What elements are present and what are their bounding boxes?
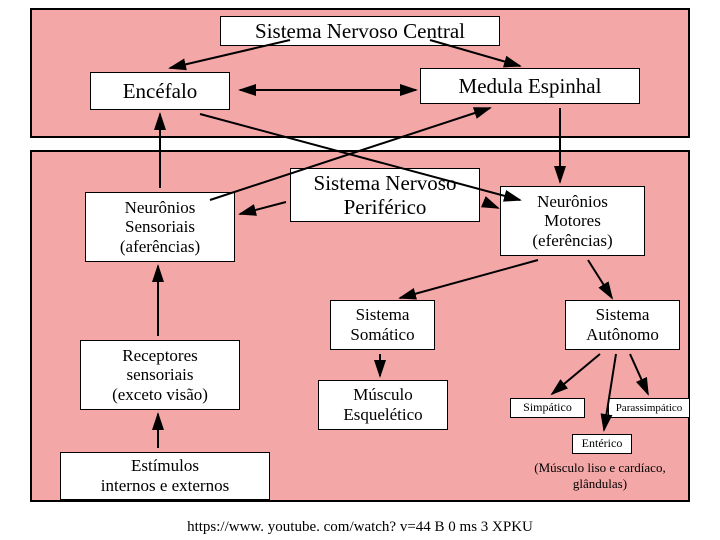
l2: Sensoriais bbox=[125, 217, 195, 237]
source-url: https://www. youtube. com/watch? v=44 B … bbox=[0, 519, 720, 536]
box-autonomo: Sistema Autônomo bbox=[565, 300, 680, 350]
l3: (aferências) bbox=[120, 237, 200, 257]
label: Encéfalo bbox=[123, 79, 198, 103]
url-text: https://www. youtube. com/watch? v=44 B … bbox=[187, 519, 533, 535]
l2: Motores bbox=[544, 211, 601, 231]
box-sensoriais: Neurônios Sensoriais (aferências) bbox=[85, 192, 235, 262]
label-l2: Periférico bbox=[344, 195, 427, 219]
box-enterico: Entérico bbox=[572, 434, 632, 454]
box-encefalo: Encéfalo bbox=[90, 72, 230, 110]
l3: (eferências) bbox=[532, 231, 612, 251]
box-estimulos: Estímulos internos e externos bbox=[60, 452, 270, 500]
label: Medula Espinhal bbox=[459, 74, 602, 98]
footnote: (Músculo liso e cardíaco, glândulas) bbox=[510, 460, 690, 492]
l2: Autônomo bbox=[586, 325, 659, 345]
box-snp: Sistema Nervoso Periférico bbox=[290, 168, 480, 222]
l1: Músculo bbox=[353, 385, 413, 405]
box-receptores: Receptores sensoriais (exceto visão) bbox=[80, 340, 240, 410]
box-parassimpatico: Parassimpático bbox=[608, 398, 690, 418]
box-musculo: Músculo Esquelético bbox=[318, 380, 448, 430]
label: Entérico bbox=[582, 437, 623, 451]
l1: Sistema bbox=[596, 305, 650, 325]
label: Simpático bbox=[523, 401, 572, 415]
diagram-stage: Sistema Nervoso Central Encéfalo Medula … bbox=[0, 0, 720, 540]
l3: (exceto visão) bbox=[112, 385, 208, 405]
label: Parassimpático bbox=[616, 402, 683, 415]
l2: Somático bbox=[350, 325, 414, 345]
l1: Sistema bbox=[356, 305, 410, 325]
l2: Esquelético bbox=[343, 405, 422, 425]
label: Sistema Nervoso Central bbox=[255, 19, 465, 43]
l1: Neurônios bbox=[125, 198, 196, 218]
l2: glândulas) bbox=[573, 476, 627, 491]
label-l1: Sistema Nervoso bbox=[314, 171, 457, 195]
box-motores: Neurônios Motores (eferências) bbox=[500, 186, 645, 256]
l2: sensoriais bbox=[126, 365, 193, 385]
box-medula: Medula Espinhal bbox=[420, 68, 640, 104]
l1: Receptores bbox=[122, 346, 198, 366]
box-somatico: Sistema Somático bbox=[330, 300, 435, 350]
l1: Estímulos bbox=[131, 456, 199, 476]
l2: internos e externos bbox=[101, 476, 229, 496]
l1: Neurônios bbox=[537, 192, 608, 212]
box-snc: Sistema Nervoso Central bbox=[220, 16, 500, 46]
l1: (Músculo liso e cardíaco, bbox=[534, 460, 665, 475]
box-simpatico: Simpático bbox=[510, 398, 585, 418]
